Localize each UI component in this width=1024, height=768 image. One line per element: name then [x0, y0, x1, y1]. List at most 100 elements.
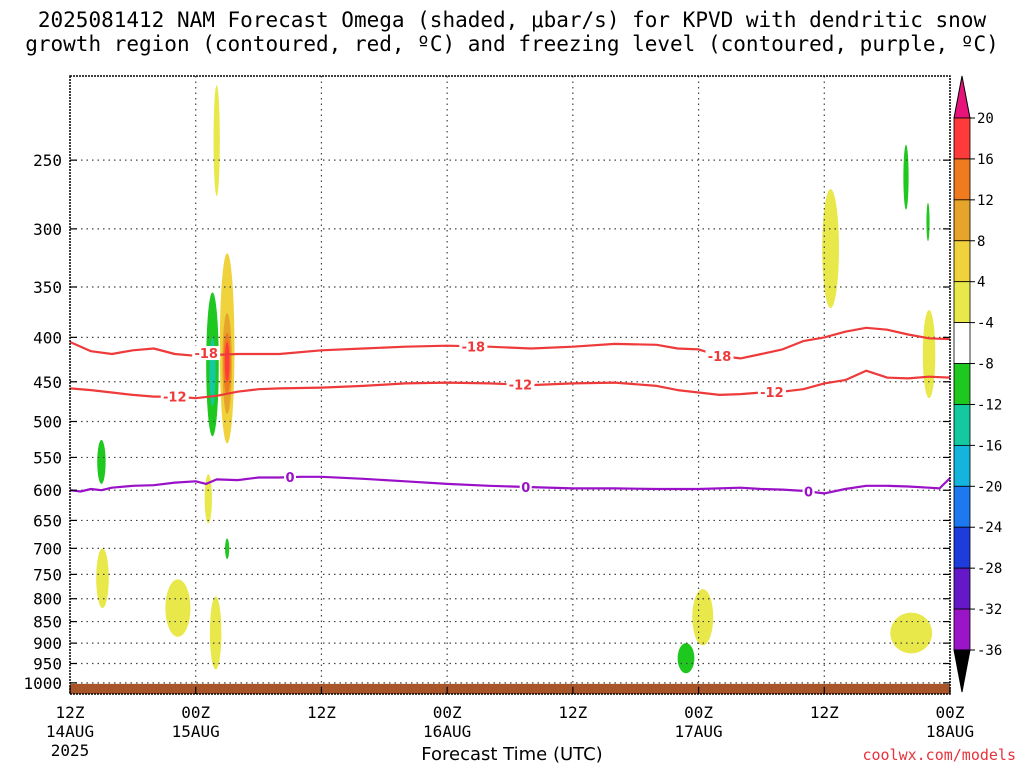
omega-cell-14 [677, 643, 695, 674]
contour-label-bg-1-1 [506, 377, 535, 392]
x-tick-time-72: 12Z [810, 703, 839, 722]
contour-line-0 [69, 326, 951, 360]
x-tick-time-36: 00Z [433, 703, 462, 722]
x-tick-time-12: 00Z [181, 703, 210, 722]
colorbar-segment-11 [953, 567, 971, 610]
colorbar-segment-8 [953, 444, 971, 487]
colorbar-segment-12 [953, 608, 971, 651]
contour-label-2-0: 0 [285, 471, 294, 486]
omega-cell-17 [926, 202, 930, 242]
plot-frame [69, 75, 951, 695]
x-tick-time-24: 12Z [307, 703, 336, 722]
x-tick-date-36: 16AUG [423, 722, 471, 741]
y-axis: 250 300 350 400 450 500 550 600 650 700 750 800 850 9… [23, 151, 950, 693]
y-tick-label-650: 650 [33, 511, 62, 530]
contour-label-1-1: -12 [509, 379, 533, 394]
x-tick-date-0: 14AUG [46, 722, 94, 741]
y-tick-label-600: 600 [33, 481, 62, 500]
contour-label-bg-0-1 [459, 339, 488, 354]
omega-cell-16 [903, 144, 909, 210]
y-tick-label-750: 750 [33, 565, 62, 584]
colorbar-bottom-arrow [953, 649, 971, 693]
colorbar-label-12: -32 [977, 602, 1002, 618]
y-tick-label-1000: 1000 [23, 674, 62, 693]
ground-layer [70, 683, 950, 694]
colorbar-segment-6 [953, 363, 971, 405]
contour-label-bg-2-0 [284, 470, 296, 485]
colorbar-label-13: -36 [977, 643, 1002, 659]
colorbar-label-2: 12 [977, 193, 994, 209]
omega-cell-6 [213, 85, 220, 197]
colorbar-label-1: 16 [977, 152, 994, 168]
colorbar-label-10: -24 [977, 520, 1002, 536]
colorbar-label-4: 4 [977, 275, 985, 291]
colorbar-label-0: 20 [977, 111, 994, 127]
contour-label-2-2: 0 [804, 485, 813, 500]
contour-label-1-0: -12 [163, 391, 187, 406]
y-tick-label-900: 900 [33, 634, 62, 653]
omega-cell-12 [209, 596, 222, 670]
contour-label-2-1: 0 [521, 481, 530, 496]
colorbar-label-9: -20 [977, 479, 1002, 495]
colorbar-segment-5 [953, 322, 971, 364]
contour-label-bg-0-0 [192, 346, 221, 361]
colorbar-label-3: 8 [977, 234, 985, 250]
omega-cell-19 [890, 612, 933, 654]
colorbar-label-7: -12 [977, 397, 1002, 413]
contour-layer: -18 -18 -18 -12 -12 -12 0 0 0 [69, 326, 951, 500]
colorbar-segment-0 [953, 117, 971, 160]
omega-cell-9 [204, 474, 212, 524]
y-tick-label-500: 500 [33, 412, 62, 431]
x-tick-date-60: 17AUG [674, 722, 722, 741]
y-tick-label-700: 700 [33, 539, 62, 558]
colorbar-segment-7 [953, 404, 971, 446]
x-tick-date-12: 15AUG [172, 722, 220, 741]
y-tick-label-250: 250 [33, 151, 62, 170]
contour-label-bg-0-2 [705, 348, 734, 363]
y-tick-label-550: 550 [33, 448, 62, 467]
colorbar-segment-4 [953, 281, 971, 324]
contour-label-bg-1-2 [757, 385, 786, 400]
omega-cell-3 [224, 342, 230, 382]
x-axis-label: Forecast Time (UTC) [421, 744, 603, 765]
contour-label-bg-2-1 [519, 479, 532, 494]
colorbar-segment-10 [953, 526, 971, 569]
colorbar-top-arrow [953, 75, 971, 119]
x-tick-time-48: 12Z [558, 703, 587, 722]
chart-title-line-2: growth region (contoured, red, ºC) and f… [25, 32, 999, 56]
contour-label-0-1: -18 [462, 340, 486, 355]
y-tick-label-300: 300 [33, 220, 62, 239]
x-tick-time-60: 00Z [684, 703, 713, 722]
x-tick-year-0: 2025 [51, 741, 90, 760]
y-tick-label-350: 350 [33, 278, 62, 297]
y-tick-label-850: 850 [33, 613, 62, 632]
colorbar-segment-9 [953, 485, 971, 528]
colorbar-segment-1 [953, 158, 971, 201]
colorbar-label-8: -16 [977, 438, 1002, 454]
chart-title: 2025081412 NAM Forecast Omega (shaded, μ… [0, 8, 1024, 56]
colorbar-segment-2 [953, 199, 971, 242]
omega-cell-7 [96, 548, 109, 609]
chart-title-line-1: 2025081412 NAM Forecast Omega (shaded, μ… [37, 8, 987, 32]
colorbar-label-6: -8 [977, 357, 994, 373]
y-tick-label-800: 800 [33, 590, 62, 609]
contour-label-1-2: -12 [760, 386, 784, 401]
omega-cell-10 [225, 538, 230, 559]
ground-band [70, 683, 950, 694]
colorbar-label-11: -28 [977, 561, 1002, 577]
y-tick-label-450: 450 [33, 373, 62, 392]
x-tick-time-84: 00Z [936, 703, 965, 722]
colorbar-segment-3 [953, 240, 971, 283]
omega-cell-11 [165, 579, 191, 637]
omega-cell-8 [97, 439, 106, 484]
y-tick-label-950: 950 [33, 655, 62, 674]
x-tick-date-84: 18AUG [926, 722, 974, 741]
colorbar: 20 16 12 8 4 -4 -8 -12 -16 -20 -24 -28 -32 -36 [953, 75, 1002, 693]
omega-cell-18 [922, 309, 936, 399]
x-tick-time-0: 12Z [56, 703, 85, 722]
colorbar-label-5: -4 [977, 316, 994, 332]
source-credit: coolwx.com/models [862, 746, 1016, 764]
omega-cell-15 [822, 189, 839, 308]
